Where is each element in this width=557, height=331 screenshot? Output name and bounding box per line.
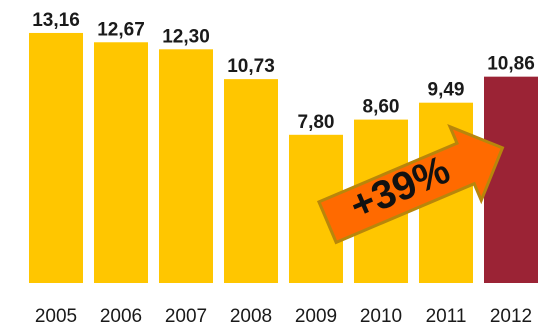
value-label-2008: 10,73 bbox=[227, 56, 275, 77]
value-labels-group: 13,16 12,67 12,30 10,73 7,80 8,60 9,49 10,86 bbox=[32, 10, 535, 133]
x-tick-label-2011: 2011 bbox=[426, 306, 467, 327]
bar-2005 bbox=[29, 32, 83, 284]
value-label-2010: 8,60 bbox=[363, 97, 400, 118]
x-tick-label-2012: 2012 bbox=[490, 306, 532, 327]
value-label-2006: 12,67 bbox=[97, 19, 145, 40]
x-tick-label-2006: 2006 bbox=[100, 306, 142, 327]
x-tick-labels-group: 2005 2006 2007 2008 2009 2010 2011 2012 bbox=[35, 306, 532, 327]
value-label-2012: 10,86 bbox=[487, 54, 535, 75]
growth-arrow-shape bbox=[316, 123, 505, 245]
bar-2012 bbox=[484, 76, 538, 283]
x-tick-label-2009: 2009 bbox=[295, 306, 337, 327]
x-tick-label-2007: 2007 bbox=[165, 306, 207, 327]
value-label-2011: 9,49 bbox=[428, 80, 465, 101]
x-tick-label-2005: 2005 bbox=[35, 306, 77, 327]
bar-2006 bbox=[94, 42, 148, 283]
value-label-2005: 13,16 bbox=[32, 10, 80, 31]
value-label-2009: 7,80 bbox=[298, 112, 335, 133]
x-tick-label-2008: 2008 bbox=[230, 306, 272, 327]
x-tick-label-2010: 2010 bbox=[360, 306, 402, 327]
value-label-2007: 12,30 bbox=[162, 26, 210, 47]
bar-2007 bbox=[159, 49, 213, 283]
bar-2008 bbox=[224, 79, 278, 283]
